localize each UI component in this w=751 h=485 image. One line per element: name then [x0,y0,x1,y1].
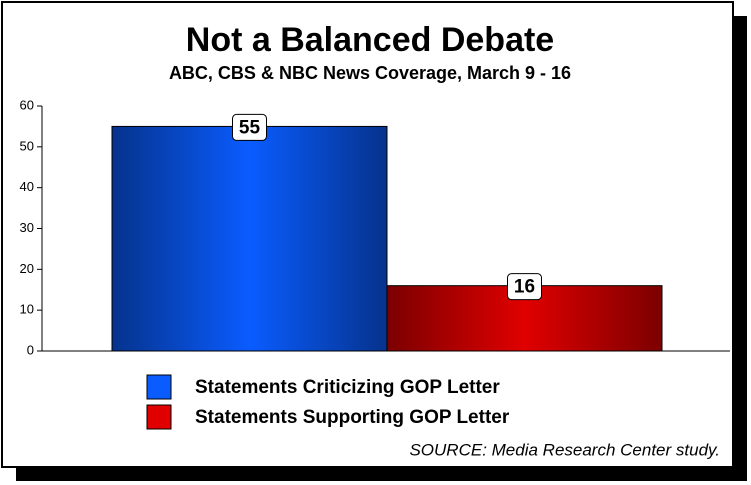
source: SOURCE: Media Research Center study. [409,440,720,459]
legend-swatch [146,404,172,430]
y-tick-label: 50 [20,138,34,153]
legend-label: Statements Criticizing GOP Letter [195,377,500,398]
value-label-box [232,113,267,141]
legend-swatch [146,374,172,400]
y-tick-label: 10 [20,302,34,317]
y-tick-label: 0 [27,342,34,357]
value-label-box [507,273,542,301]
y-tick-label: 60 [20,97,34,112]
value-label: 55 [239,117,261,138]
y-tick-label: 40 [20,179,34,194]
y-tick-label: 30 [20,220,34,235]
y-tick-label: 20 [20,261,34,276]
value-label: 16 [514,277,535,298]
bar-shading [112,126,387,352]
chart-title: Not a Balanced Debate [186,21,554,59]
legend-label: Statements Supporting GOP Letter [195,407,510,428]
chart-subtitle: ABC, CBS & NBC News Coverage, March 9 - … [169,63,571,83]
